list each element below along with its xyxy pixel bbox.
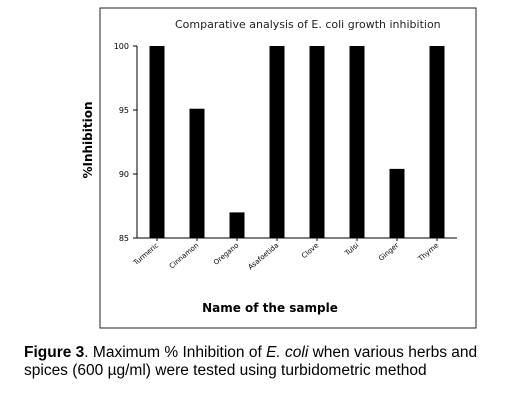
caption-text-1: . Maximum % Inhibition of — [84, 344, 267, 361]
y-tick-label: 90 — [119, 170, 129, 179]
y-tick-label: 100 — [114, 42, 129, 51]
y-axis-label: %Inhibition — [81, 101, 95, 178]
bar — [349, 46, 365, 238]
bar — [309, 46, 325, 238]
caption-italic-organism: E. coli — [266, 344, 309, 361]
caption-label: Figure 3 — [24, 344, 85, 361]
chart-title: Comparative analysis of E. coli growth i… — [175, 18, 441, 31]
bar — [429, 46, 445, 238]
figure-caption: Figure 3. Maximum % Inhibition of E. col… — [24, 344, 514, 380]
y-tick-label: 95 — [119, 106, 129, 115]
bar — [389, 168, 405, 238]
bar — [149, 46, 165, 238]
bar — [189, 108, 205, 238]
bar — [229, 212, 245, 238]
y-tick-label: 85 — [119, 234, 129, 243]
caption-text-2: when various herbs and spices (600 µg/ml… — [24, 344, 478, 379]
bar — [269, 46, 285, 238]
x-axis-label: Name of the sample — [202, 301, 338, 315]
